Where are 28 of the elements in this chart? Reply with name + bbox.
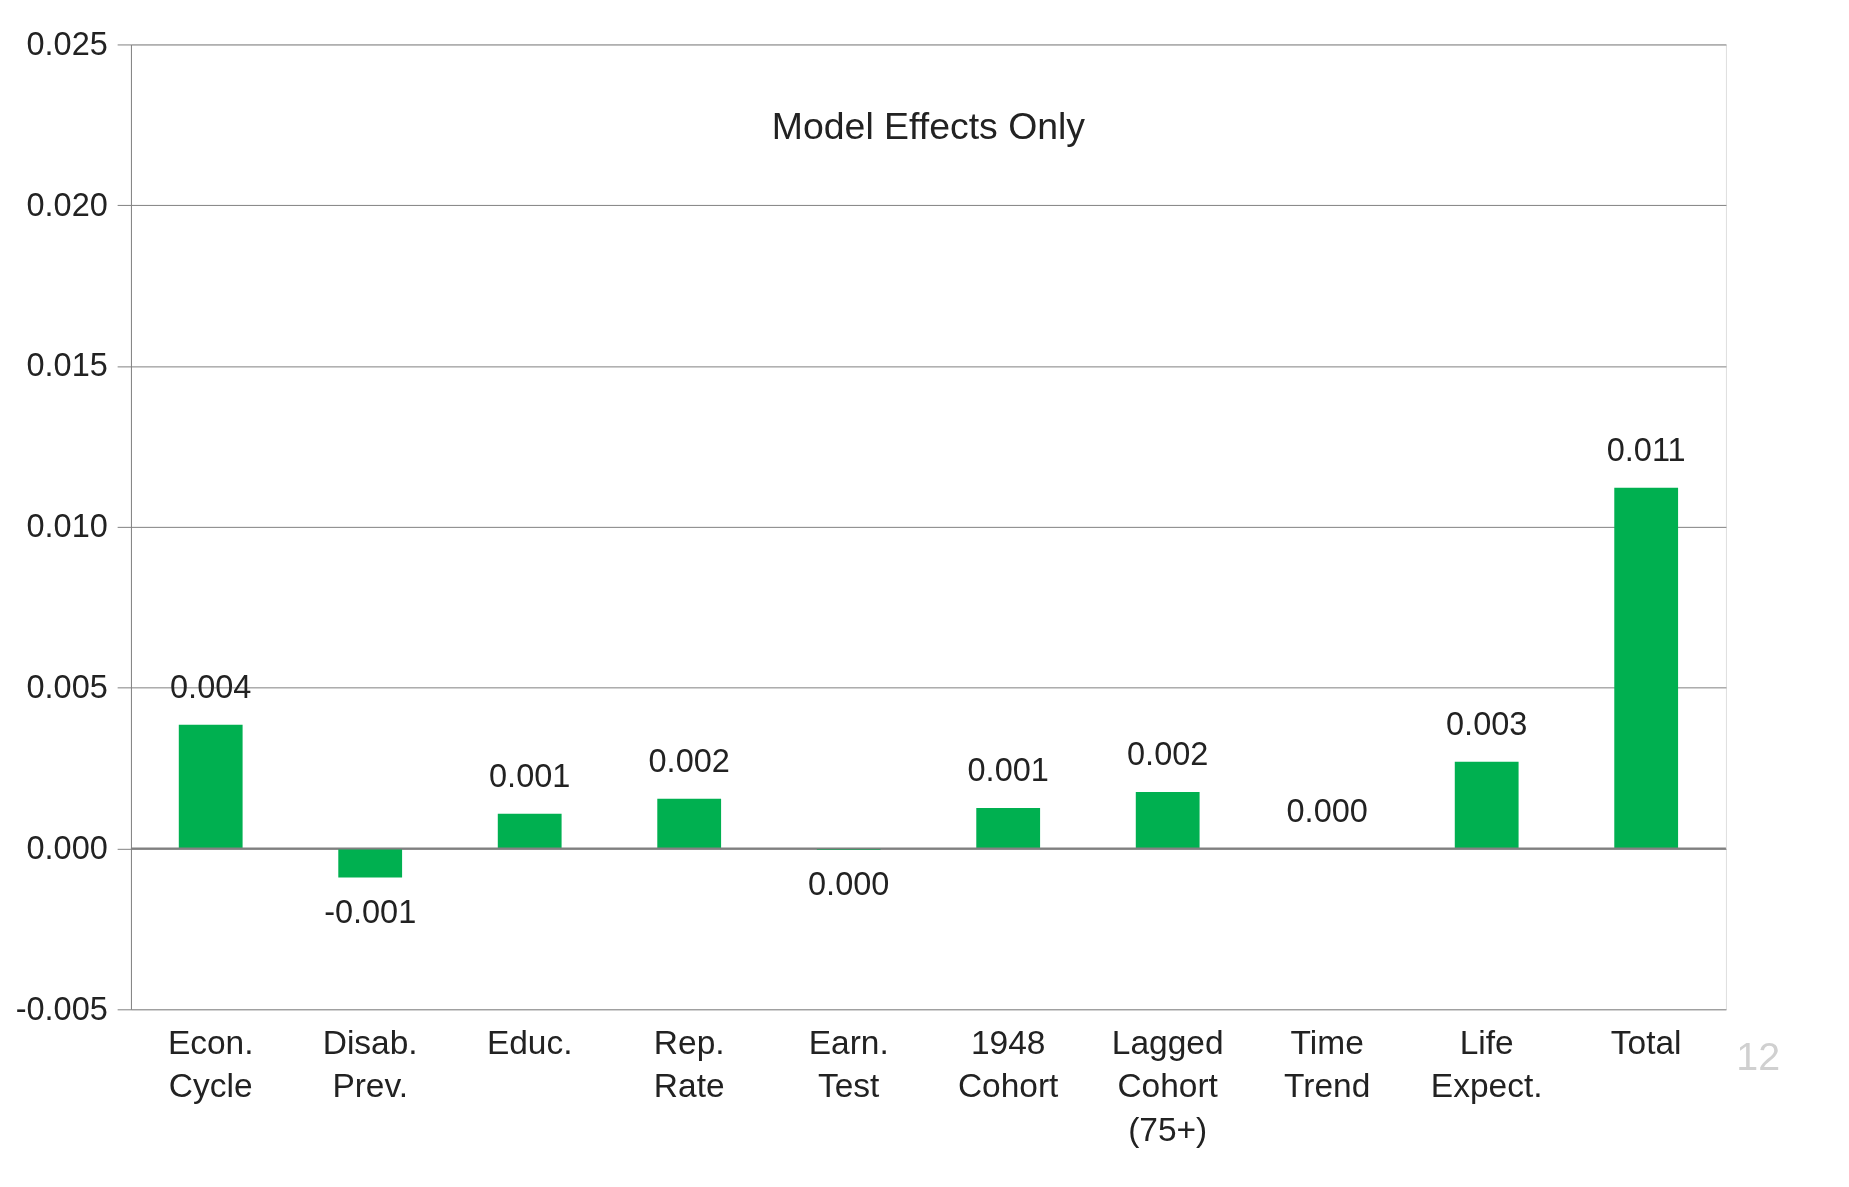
x-tick-label: Time Trend xyxy=(1284,1024,1371,1105)
y-tick-label: 0.010 xyxy=(26,508,108,545)
x-tick-label: Disab. Prev. xyxy=(322,1024,418,1105)
y-tick-label: 0.020 xyxy=(26,186,108,223)
data-label: 0.001 xyxy=(489,758,571,795)
x-tick-label: Educ. xyxy=(486,1024,573,1062)
x-tick-label: 1948 Cohort xyxy=(957,1024,1060,1105)
data-label: 0.002 xyxy=(1127,736,1209,773)
data-label: 0.003 xyxy=(1446,706,1528,743)
data-label: 0.000 xyxy=(808,866,890,903)
x-tick-label: Earn. Test xyxy=(808,1024,889,1105)
y-tick-label: 0.000 xyxy=(26,829,108,866)
y-tick-label: 0.015 xyxy=(26,347,108,384)
y-tick-label: 0.005 xyxy=(26,669,108,706)
x-tick-label: Lagged Cohort (75+) xyxy=(1111,1024,1224,1148)
text: Model Effects Only xyxy=(771,104,1086,147)
data-label: -0.001 xyxy=(324,893,417,930)
data-label: 0.000 xyxy=(1286,792,1368,829)
x-tick-label: Life Expect. xyxy=(1430,1024,1543,1105)
data-label: 0.001 xyxy=(967,752,1049,789)
data-label: 0.004 xyxy=(170,669,252,706)
data-label: 0.002 xyxy=(648,743,730,780)
x-tick-label: Total xyxy=(1610,1024,1682,1062)
data-label: 0.011 xyxy=(1606,432,1686,469)
x-tick-label: Rep. Rate xyxy=(653,1024,725,1105)
y-tick-label: -0.005 xyxy=(15,990,108,1027)
x-tick-label: Econ. Cycle xyxy=(167,1024,254,1105)
y-tick-label: 0.025 xyxy=(26,25,108,62)
